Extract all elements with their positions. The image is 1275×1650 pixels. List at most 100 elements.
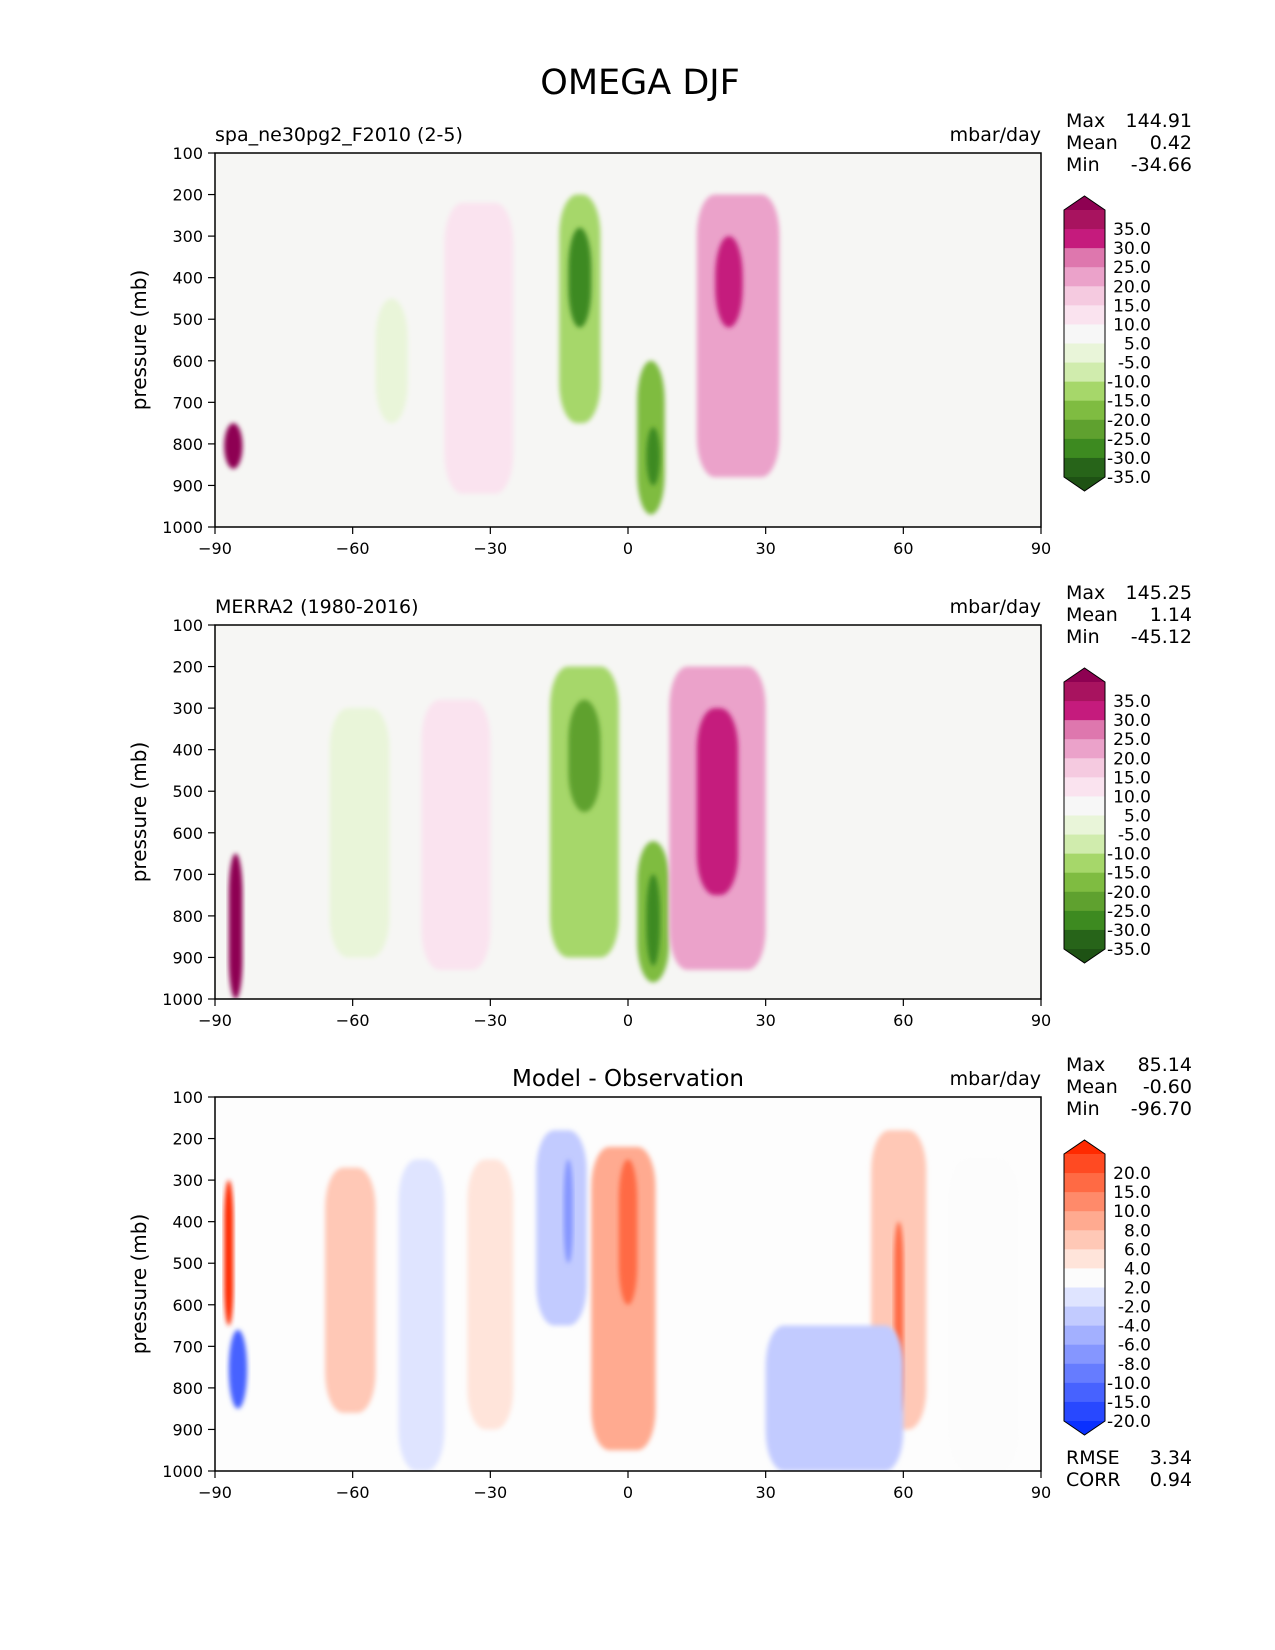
y-axis-label: pressure (mb)	[127, 742, 151, 883]
units-label: mbar/day	[950, 1068, 1041, 1090]
y-tick-label: 900	[172, 948, 203, 967]
stat-label: Max	[1066, 582, 1105, 604]
colorbar-tick-label: 10.0	[1113, 1202, 1151, 1222]
colorbar-tick-label: -2.0	[1118, 1298, 1151, 1318]
colorbar-swatch	[1064, 720, 1105, 740]
colorbar-swatch	[1064, 929, 1105, 950]
x-tick-label: −60	[336, 1011, 370, 1030]
stat-label: Min	[1066, 626, 1100, 648]
x-tick-label: −90	[198, 1483, 232, 1502]
colorbar-tick-label: -15.0	[1107, 864, 1151, 884]
y-tick-label: 300	[172, 699, 203, 718]
y-tick-label: 800	[172, 435, 203, 454]
colorbar-extend-max	[1064, 668, 1105, 682]
y-tick-label: 1000	[162, 518, 203, 537]
contour-feature	[375, 298, 408, 424]
colorbar-outline	[1063, 195, 1106, 492]
colorbar-swatch	[1064, 1382, 1105, 1403]
stat-label: Max	[1066, 1054, 1105, 1076]
x-tick-label: 60	[893, 1483, 913, 1502]
colorbar-tick-label: -35.0	[1107, 940, 1151, 960]
panel-diff: Model - Observation mbar/day1002003004005…	[127, 1054, 1192, 1502]
colorbar-swatch	[1064, 1401, 1105, 1422]
y-axis-label: pressure (mb)	[127, 1214, 151, 1355]
x-tick-label: 30	[755, 1011, 775, 1030]
panel-title: Model - Observation	[512, 1066, 744, 1092]
colorbar-tick-label: -15.0	[1107, 1393, 1151, 1413]
colorbar-swatch	[1064, 1230, 1105, 1250]
stat-label: CORR	[1066, 1469, 1121, 1491]
stat-value: -34.66	[1131, 154, 1192, 176]
contour-feature	[398, 1159, 445, 1471]
contour-feature	[568, 227, 592, 328]
colorbar-outline	[1063, 1139, 1106, 1436]
colorbar-swatch	[1064, 796, 1105, 816]
colorbar-tick-label: -20.0	[1107, 883, 1151, 903]
colorbar-swatch	[1064, 777, 1105, 797]
x-tick-label: −90	[198, 1011, 232, 1030]
y-tick-label: 100	[172, 144, 203, 163]
colorbar-tick-label: -20.0	[1107, 1412, 1151, 1432]
stat-value: -96.70	[1131, 1098, 1192, 1120]
x-tick-label: 30	[755, 539, 775, 558]
contour-feature	[228, 1329, 248, 1409]
units-label: mbar/day	[950, 596, 1041, 618]
colorbar-tick-label: 10.0	[1113, 787, 1151, 807]
contour-feature	[228, 853, 243, 999]
y-tick-label: 800	[172, 1379, 203, 1398]
colorbar-tick-label: 20.0	[1113, 277, 1151, 297]
colorbar: 35.030.025.020.015.010.05.0-5.0-10.0-15.…	[1063, 195, 1151, 492]
colorbar-swatch	[1064, 1325, 1105, 1346]
colorbar-tick-label: 35.0	[1113, 220, 1151, 240]
colorbar-tick-label: 6.0	[1124, 1240, 1151, 1260]
stat-value: -0.60	[1143, 1076, 1192, 1098]
colorbar-tick-label: -6.0	[1118, 1336, 1151, 1356]
colorbar-swatch	[1064, 419, 1105, 440]
stat-value: 144.91	[1126, 110, 1192, 132]
contour-feature	[696, 194, 780, 478]
x-tick-label: 90	[1031, 539, 1051, 558]
colorbar-swatch	[1064, 872, 1105, 893]
colorbar-swatch	[1064, 834, 1105, 855]
y-axis-label: pressure (mb)	[127, 270, 151, 411]
colorbar-tick-label: 30.0	[1113, 239, 1151, 259]
colorbar-tick-label: -8.0	[1118, 1355, 1151, 1375]
colorbar-tick-label: 2.0	[1124, 1279, 1151, 1299]
contour-feature	[715, 236, 743, 328]
x-tick-label: 0	[623, 1011, 633, 1030]
colorbar-swatch	[1064, 400, 1105, 421]
colorbar-tick-label: -5.0	[1118, 354, 1151, 374]
units-label: mbar/day	[950, 124, 1041, 146]
y-tick-label: 100	[172, 1088, 203, 1107]
contour-feature	[467, 1159, 514, 1430]
y-tick-label: 200	[172, 1130, 203, 1149]
contour-feature	[765, 1325, 904, 1471]
y-tick-label: 1000	[162, 990, 203, 1009]
colorbar-extend-max	[1064, 196, 1105, 210]
colorbar: 20.015.010.08.06.04.02.0-2.0-4.0-6.0-8.0…	[1063, 1139, 1151, 1436]
stat-label: Max	[1066, 110, 1105, 132]
y-tick-label: 900	[172, 1420, 203, 1439]
stat-label: Min	[1066, 154, 1100, 176]
colorbar-swatch	[1064, 248, 1105, 268]
colorbar-swatch	[1064, 381, 1105, 402]
colorbar-tick-label: 5.0	[1124, 807, 1151, 827]
colorbar-swatch	[1064, 815, 1105, 836]
colorbar-swatch	[1064, 1173, 1105, 1193]
y-tick-label: 800	[172, 907, 203, 926]
x-tick-label: 60	[893, 539, 913, 558]
x-tick-label: 0	[623, 539, 633, 558]
colorbar-swatch	[1064, 891, 1105, 912]
y-tick-label: 400	[172, 741, 203, 760]
x-tick-label: −60	[336, 1483, 370, 1502]
colorbar-swatch	[1064, 210, 1105, 230]
colorbar-extend-min	[1064, 1421, 1105, 1435]
y-tick-label: 500	[172, 1254, 203, 1273]
y-tick-label: 200	[172, 186, 203, 205]
colorbar-extend-min	[1064, 477, 1105, 491]
stat-label: Mean	[1066, 132, 1118, 154]
colorbar-swatch	[1064, 438, 1105, 459]
colorbar-swatch	[1064, 1192, 1105, 1212]
colorbar-tick-label: 20.0	[1113, 749, 1151, 769]
